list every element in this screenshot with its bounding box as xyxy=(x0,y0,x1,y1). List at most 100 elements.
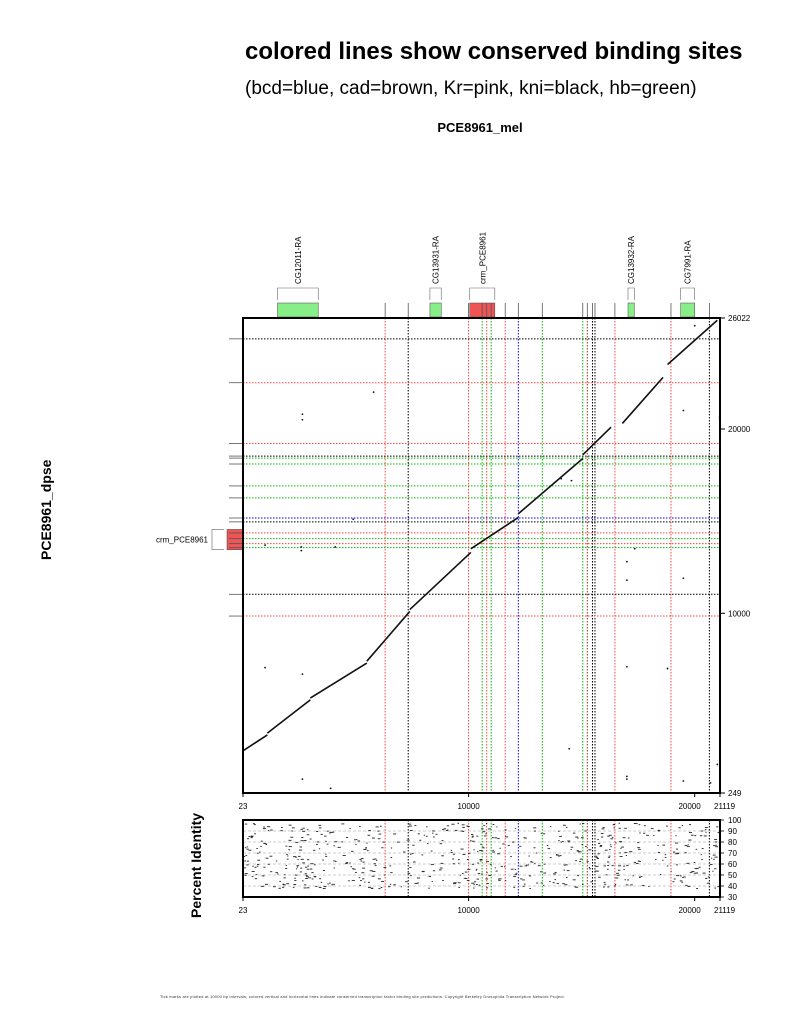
pi-point xyxy=(497,853,501,855)
pi-point xyxy=(713,858,715,860)
pi-point xyxy=(461,873,464,874)
x-sequence-name: PCE8961_mel xyxy=(437,120,523,135)
pi-point xyxy=(307,865,310,867)
pi-point xyxy=(570,848,572,850)
pi-point xyxy=(568,841,570,843)
scatter-point xyxy=(625,775,628,778)
pi-point xyxy=(316,831,319,832)
pi-point xyxy=(480,828,484,830)
pi-y-tick-label: 100 xyxy=(728,816,742,825)
pi-point xyxy=(295,856,298,858)
pi-point xyxy=(594,870,598,872)
x-tick-label: 20000 xyxy=(678,802,701,811)
pi-point xyxy=(311,878,314,880)
pi-point xyxy=(295,842,299,844)
y-crm-label: crm_PCE8961 xyxy=(156,536,209,545)
pi-point xyxy=(577,851,580,853)
pi-point xyxy=(454,829,458,831)
pi-point xyxy=(302,827,305,829)
pi-point xyxy=(676,852,680,854)
pi-point xyxy=(303,840,307,842)
pi-point xyxy=(300,840,304,842)
pi-point xyxy=(473,883,475,885)
pi-point xyxy=(367,834,371,836)
pi-point xyxy=(450,852,453,854)
pi-point xyxy=(297,855,301,857)
pi-point xyxy=(283,877,286,879)
pi-point xyxy=(582,884,584,885)
alignment-segment xyxy=(667,319,718,366)
pi-point xyxy=(619,855,623,857)
scatter-point xyxy=(666,667,669,670)
pi-point xyxy=(565,877,568,878)
pi-point xyxy=(276,873,279,875)
pi-point xyxy=(681,824,684,826)
pi-point xyxy=(466,825,469,827)
pi-point xyxy=(393,833,397,835)
pi-point xyxy=(409,853,412,855)
pi-point xyxy=(480,858,483,860)
pi-point xyxy=(372,858,376,860)
pi-point xyxy=(640,876,643,878)
pi-point xyxy=(452,858,455,860)
pi-point xyxy=(638,860,641,862)
pi-point xyxy=(246,864,249,866)
gene-bracket xyxy=(429,287,442,300)
pi-point xyxy=(529,888,531,890)
pi-point xyxy=(478,884,481,886)
pi-point xyxy=(459,882,461,884)
pi-point xyxy=(687,885,691,887)
pi-point xyxy=(704,829,707,831)
pi-point xyxy=(257,859,260,861)
pi-point xyxy=(710,857,713,859)
pi-point xyxy=(481,850,484,852)
pi-point xyxy=(570,846,574,848)
pi-point xyxy=(578,851,582,853)
pi-point xyxy=(390,847,393,849)
pi-point xyxy=(602,886,605,888)
pi-point xyxy=(607,886,610,888)
pi-point xyxy=(514,873,517,875)
pi-point xyxy=(657,851,661,853)
pi-point xyxy=(252,823,255,825)
pi-point xyxy=(485,833,487,835)
pi-point xyxy=(615,842,617,844)
gene-bracket xyxy=(277,287,319,300)
pi-point xyxy=(490,863,492,865)
y-tick-label: 249 xyxy=(728,789,742,798)
pi-point xyxy=(562,883,565,885)
pi-point xyxy=(547,848,551,850)
pi-point xyxy=(638,848,641,850)
pi-point xyxy=(534,862,536,864)
pi-point xyxy=(579,858,583,860)
pi-point xyxy=(483,835,486,837)
pi-point xyxy=(286,858,289,860)
pi-point xyxy=(423,834,426,836)
pi-point xyxy=(366,842,368,844)
pi-point xyxy=(375,826,379,828)
pi-point xyxy=(327,883,329,885)
pi-point xyxy=(473,887,475,889)
pi-point xyxy=(254,833,256,835)
pi-point xyxy=(359,884,362,886)
scatter-point xyxy=(560,477,563,480)
pi-point xyxy=(333,867,335,869)
pi-point xyxy=(376,859,378,861)
pi-point xyxy=(244,847,247,849)
pi-point xyxy=(588,867,591,868)
pi-point xyxy=(543,863,546,865)
x-tick-label: 20000 xyxy=(678,906,701,915)
pi-point xyxy=(500,865,503,867)
pi-point xyxy=(383,867,387,868)
pi-point xyxy=(657,829,661,831)
pi-point xyxy=(689,871,693,873)
pi-point xyxy=(595,857,598,858)
alignment-segment xyxy=(242,734,268,752)
pi-point xyxy=(443,828,447,830)
pi-point xyxy=(610,838,613,840)
pi-point xyxy=(643,825,646,827)
pi-point xyxy=(303,887,307,889)
pi-point xyxy=(524,837,527,839)
pi-point xyxy=(357,840,360,842)
